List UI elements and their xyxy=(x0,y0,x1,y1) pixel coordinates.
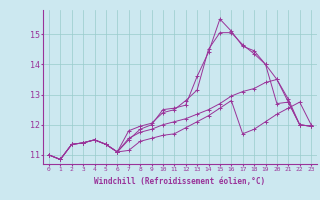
X-axis label: Windchill (Refroidissement éolien,°C): Windchill (Refroidissement éolien,°C) xyxy=(94,177,266,186)
